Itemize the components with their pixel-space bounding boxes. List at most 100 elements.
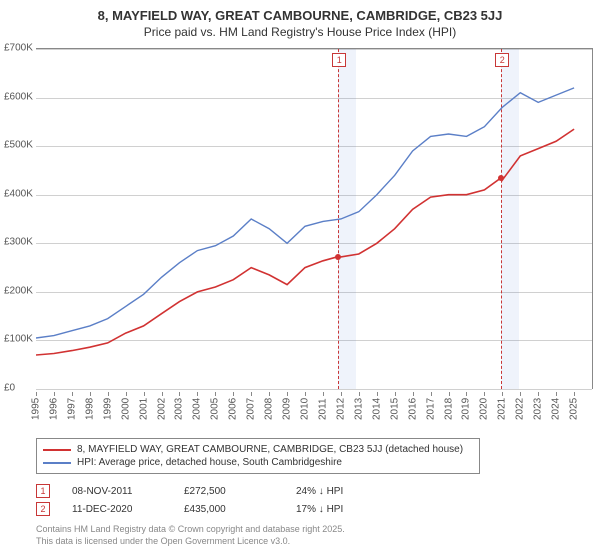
x-tick-label: 2000 [120, 398, 131, 420]
x-tick-label: 2022 [515, 398, 526, 420]
x-tick [197, 392, 198, 396]
footer-line: This data is licensed under the Open Gov… [36, 536, 345, 548]
x-tick-label: 1998 [84, 398, 95, 420]
plot-area: 12 [36, 48, 593, 389]
event-price: £435,000 [184, 504, 274, 515]
y-tick-label: £100K [4, 334, 40, 345]
x-tick [377, 392, 378, 396]
x-tick [144, 392, 145, 396]
x-tick-label: 2018 [443, 398, 454, 420]
x-tick [574, 392, 575, 396]
y-tick-label: £200K [4, 285, 40, 296]
x-tick-label: 2009 [282, 398, 293, 420]
legend-item: HPI: Average price, detached house, Sout… [43, 456, 473, 469]
y-tick-label: £0 [4, 383, 40, 394]
x-tick-label: 2014 [371, 398, 382, 420]
event-date: 11-DEC-2020 [72, 504, 162, 515]
events-table: 1 08-NOV-2011 £272,500 24% ↓ HPI 2 11-DE… [36, 482, 386, 518]
footer: Contains HM Land Registry data © Crown c… [36, 524, 345, 547]
x-tick-label: 2013 [353, 398, 364, 420]
x-tick [36, 392, 37, 396]
y-tick-label: £700K [4, 43, 40, 54]
x-tick [72, 392, 73, 396]
y-tick-label: £500K [4, 140, 40, 151]
x-tick [341, 392, 342, 396]
event-delta: 24% ↓ HPI [296, 486, 386, 497]
event-price: £272,500 [184, 486, 274, 497]
legend: 8, MAYFIELD WAY, GREAT CAMBOURNE, CAMBRI… [36, 438, 480, 474]
x-tick-label: 2020 [479, 398, 490, 420]
x-tick-label: 2008 [264, 398, 275, 420]
x-tick [359, 392, 360, 396]
x-tick [179, 392, 180, 396]
x-tick-label: 2019 [461, 398, 472, 420]
x-tick-label: 2016 [407, 398, 418, 420]
x-tick-label: 2015 [389, 398, 400, 420]
x-tick-label: 2024 [551, 398, 562, 420]
marker-label: 1 [332, 53, 346, 67]
x-tick-label: 2003 [174, 398, 185, 420]
event-marker-icon: 2 [36, 502, 50, 516]
y-tick-label: £400K [4, 188, 40, 199]
chart-container: 8, MAYFIELD WAY, GREAT CAMBOURNE, CAMBRI… [0, 0, 600, 560]
x-tick [126, 392, 127, 396]
x-tick-label: 2004 [192, 398, 203, 420]
legend-swatch-hpi [43, 462, 71, 464]
x-tick-label: 2011 [317, 398, 328, 420]
x-tick-label: 1999 [102, 398, 113, 420]
series-hpi [36, 88, 574, 338]
footer-line: Contains HM Land Registry data © Crown c… [36, 524, 345, 536]
x-tick [108, 392, 109, 396]
event-row: 2 11-DEC-2020 £435,000 17% ↓ HPI [36, 500, 386, 518]
marker-dot-icon [498, 175, 504, 181]
event-marker-icon: 1 [36, 484, 50, 498]
x-tick [90, 392, 91, 396]
x-tick-label: 2021 [497, 398, 508, 420]
gridline [36, 389, 592, 390]
x-tick-label: 2012 [335, 398, 346, 420]
x-tick [556, 392, 557, 396]
line-series [36, 49, 592, 389]
x-tick-label: 2007 [246, 398, 257, 420]
x-tick-label: 2023 [533, 398, 544, 420]
x-tick [305, 392, 306, 396]
x-tick [395, 392, 396, 396]
x-tick [287, 392, 288, 396]
x-tick [502, 392, 503, 396]
x-tick-label: 2001 [138, 398, 149, 420]
x-tick [484, 392, 485, 396]
x-tick-label: 1996 [48, 398, 59, 420]
x-tick-label: 1995 [31, 398, 42, 420]
x-tick [251, 392, 252, 396]
legend-label: HPI: Average price, detached house, Sout… [77, 457, 342, 468]
x-tick [269, 392, 270, 396]
y-tick-label: £600K [4, 91, 40, 102]
marker-label: 2 [495, 53, 509, 67]
x-tick-label: 1997 [66, 398, 77, 420]
x-tick-label: 2010 [300, 398, 311, 420]
x-tick [431, 392, 432, 396]
marker-dot-icon [335, 254, 341, 260]
legend-item: 8, MAYFIELD WAY, GREAT CAMBOURNE, CAMBRI… [43, 443, 473, 456]
x-tick-label: 2005 [210, 398, 221, 420]
x-tick [54, 392, 55, 396]
y-tick-label: £300K [4, 237, 40, 248]
chart-title: 8, MAYFIELD WAY, GREAT CAMBOURNE, CAMBRI… [0, 0, 600, 23]
x-tick [520, 392, 521, 396]
x-tick [323, 392, 324, 396]
x-tick [449, 392, 450, 396]
x-tick [466, 392, 467, 396]
x-tick [215, 392, 216, 396]
legend-label: 8, MAYFIELD WAY, GREAT CAMBOURNE, CAMBRI… [77, 444, 463, 455]
x-tick [233, 392, 234, 396]
x-axis: 1995199619971998199920002001200220032004… [36, 392, 592, 432]
x-tick [413, 392, 414, 396]
event-delta: 17% ↓ HPI [296, 504, 386, 515]
legend-swatch-price [43, 449, 71, 451]
x-tick [162, 392, 163, 396]
x-tick-label: 2002 [156, 398, 167, 420]
x-tick-label: 2017 [425, 398, 436, 420]
x-tick-label: 2006 [228, 398, 239, 420]
event-date: 08-NOV-2011 [72, 486, 162, 497]
event-row: 1 08-NOV-2011 £272,500 24% ↓ HPI [36, 482, 386, 500]
